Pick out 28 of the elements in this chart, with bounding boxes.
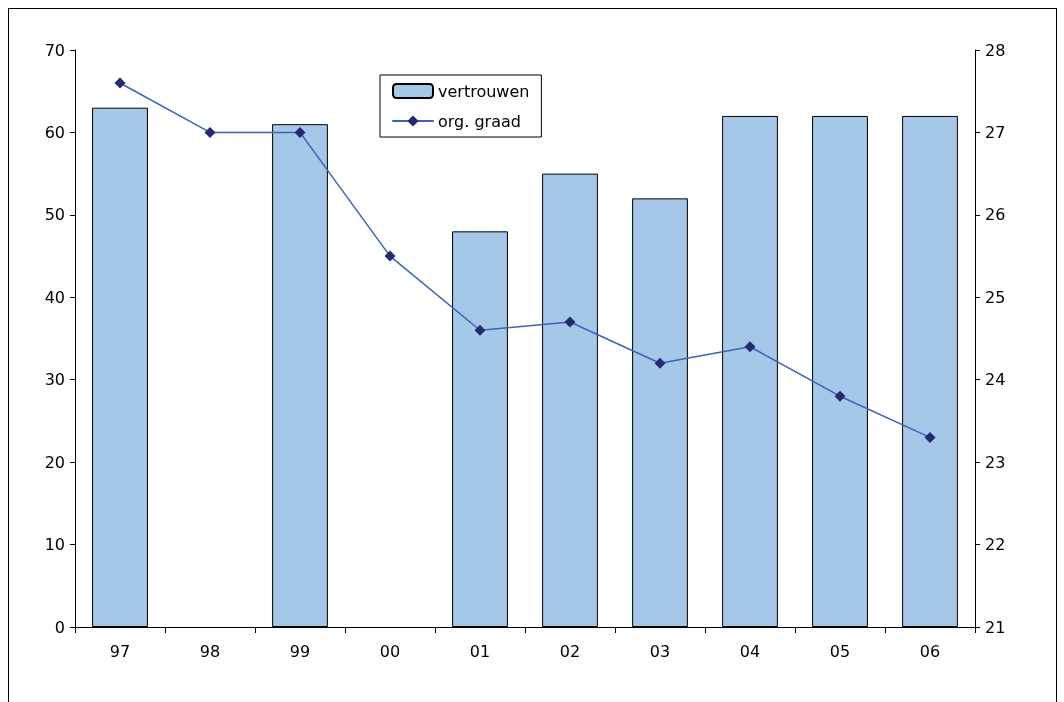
y-tick-label: 70 [44, 40, 65, 60]
y2-tick-label: 28 [985, 40, 1006, 60]
y2-tick-label: 22 [985, 535, 1006, 555]
y-tick-label: 50 [44, 205, 65, 225]
x-tick-label: 00 [379, 641, 401, 661]
y-tick-label: 0 [54, 617, 65, 637]
y-tick-label: 10 [44, 535, 65, 555]
y-tick-label: 20 [44, 452, 65, 472]
x-tick-label: 97 [109, 641, 131, 661]
y-tick-label: 30 [44, 370, 65, 390]
y2-tick-label: 23 [985, 452, 1006, 472]
legend-label: vertrouwen [438, 81, 530, 101]
x-tick-label: 04 [739, 641, 761, 661]
x-tick-label: 06 [919, 641, 941, 661]
x-tick-label: 99 [289, 641, 311, 661]
x-tick-label: 05 [829, 641, 851, 661]
x-tick-label: 01 [469, 641, 491, 661]
x-tick-label: 02 [559, 641, 581, 661]
y2-tick-label: 26 [985, 205, 1006, 225]
y2-tick-label: 21 [985, 617, 1006, 637]
y-tick-label: 60 [44, 122, 65, 142]
x-tick-label: 98 [199, 641, 221, 661]
y2-tick-label: 25 [985, 287, 1006, 307]
x-tick-label: 03 [649, 641, 671, 661]
y-tick-label: 40 [44, 287, 65, 307]
legend-label: org. graad [438, 111, 521, 131]
y2-tick-label: 24 [985, 370, 1006, 390]
y2-tick-label: 27 [985, 122, 1006, 142]
